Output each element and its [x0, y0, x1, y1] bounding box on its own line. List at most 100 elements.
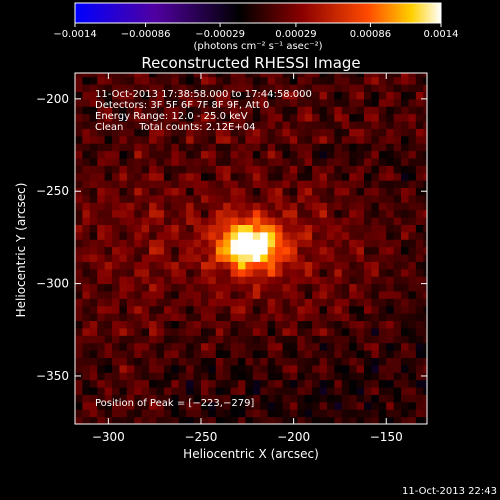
heatmap-cell	[193, 290, 202, 299]
heatmap-cell	[312, 73, 321, 78]
heatmap-cell	[349, 416, 358, 424]
heatmap-cell	[126, 73, 135, 78]
heatmap-cell	[104, 313, 113, 322]
heatmap-cell	[252, 268, 261, 277]
plot-frame	[74, 72, 428, 425]
heatmap-cell	[312, 209, 321, 218]
heatmap-cell	[260, 202, 269, 211]
heatmap-cell	[193, 165, 202, 174]
heatmap-cell	[415, 379, 424, 388]
heatmap-cell	[75, 313, 83, 322]
heatmap-cell	[401, 246, 409, 255]
heatmap-cell	[356, 150, 365, 159]
heatmap-cell	[238, 246, 246, 255]
heatmap-cell	[193, 350, 202, 358]
heatmap-cell	[200, 209, 209, 218]
heatmap-cell	[112, 276, 120, 285]
heatmap-cell	[126, 98, 135, 107]
heatmap-cell	[386, 327, 395, 336]
heatmap-cell	[193, 276, 202, 285]
heatmap-cell	[393, 231, 402, 240]
heatmap-cell	[341, 335, 350, 344]
heatmap-cell	[171, 276, 180, 285]
heatmap-cell	[349, 335, 358, 344]
heatmap-cell	[238, 254, 246, 262]
heatmap-cell	[319, 180, 328, 189]
heatmap-cell	[97, 372, 106, 381]
heatmap-cell	[230, 350, 239, 358]
heatmap-cell	[208, 268, 217, 277]
heatmap-cell	[119, 73, 128, 78]
heatmap-cell	[245, 313, 254, 322]
heatmap-cell	[171, 113, 180, 122]
heatmap-cell	[156, 224, 165, 233]
heatmap-cell	[312, 327, 321, 336]
heatmap-cell	[364, 254, 372, 262]
heatmap-cell	[386, 187, 395, 196]
heatmap-cell	[223, 357, 232, 366]
heatmap-cell	[393, 364, 402, 373]
heatmap-cell	[386, 320, 395, 329]
heatmap-cell	[386, 224, 395, 233]
heatmap-cell	[401, 387, 409, 395]
heatmap-cell	[89, 157, 98, 166]
heatmap-cell	[282, 106, 291, 115]
heatmap-cell	[75, 268, 83, 277]
heatmap-cell	[349, 73, 358, 78]
heatmap-cell	[371, 401, 380, 410]
heatmap-cell	[230, 313, 239, 322]
heatmap-cell	[252, 276, 261, 285]
heatmap-cell	[223, 313, 232, 322]
heatmap-cell	[260, 416, 269, 424]
heatmap-cell	[171, 387, 180, 395]
heatmap-cell	[364, 342, 372, 351]
heatmap-cell	[223, 320, 232, 329]
heatmap-cell	[178, 268, 187, 277]
heatmap-cell	[134, 254, 143, 262]
heatmap-cell	[97, 305, 106, 314]
y-tick-label: −300	[36, 277, 69, 291]
heatmap-cell	[215, 128, 224, 137]
heatmap-cell	[260, 327, 269, 336]
heatmap-cell	[75, 327, 83, 336]
heatmap-cell	[304, 342, 313, 351]
heatmap-cell	[260, 76, 269, 85]
heatmap-cell	[423, 209, 427, 218]
heatmap-cell	[215, 305, 224, 314]
heatmap-cell	[215, 135, 224, 144]
heatmap-cell	[319, 135, 328, 144]
heatmap-cell	[223, 76, 232, 85]
heatmap-cell	[304, 305, 313, 314]
heatmap-cell	[415, 276, 424, 285]
heatmap-cell	[378, 202, 387, 211]
heatmap-cell	[267, 246, 276, 255]
heatmap-cell	[149, 194, 158, 203]
heatmap-cell	[134, 342, 143, 351]
heatmap-cell	[82, 231, 91, 240]
heatmap-cell	[312, 172, 321, 181]
heatmap-cell	[304, 217, 313, 225]
heatmap-cell	[200, 254, 209, 262]
heatmap-cell	[163, 364, 172, 373]
heatmap-cell	[193, 320, 202, 329]
heatmap-cell	[334, 106, 343, 115]
heatmap-cell	[371, 106, 380, 115]
heatmap-cell	[238, 387, 246, 395]
heatmap-cell	[208, 150, 217, 159]
heatmap-cell	[349, 313, 358, 322]
heatmap-cell	[89, 98, 98, 107]
heatmap-cell	[297, 76, 306, 85]
heatmap-cell	[415, 91, 424, 100]
heatmap-cell	[267, 202, 276, 211]
heatmap-cell	[245, 194, 254, 203]
heatmap-cell	[82, 135, 91, 144]
heatmap-cell	[341, 143, 350, 152]
heatmap-cell	[334, 357, 343, 366]
heatmap-cell	[200, 135, 209, 144]
heatmap-cell	[304, 409, 313, 418]
heatmap-cell	[393, 187, 402, 196]
heatmap-cell	[156, 73, 165, 78]
heatmap-cell	[171, 350, 180, 358]
heatmap-cell	[297, 209, 306, 218]
heatmap-cell	[423, 194, 427, 203]
